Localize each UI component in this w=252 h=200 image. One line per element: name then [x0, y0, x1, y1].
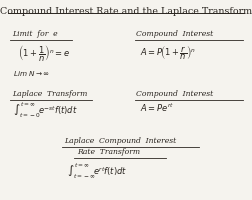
Text: Laplace  Compound  Interest: Laplace Compound Interest — [64, 137, 176, 145]
Text: Compound Interest Rate and the Laplace Transform: Compound Interest Rate and the Laplace T… — [0, 7, 252, 16]
Text: Compound  Interest: Compound Interest — [136, 30, 213, 38]
Text: $\mathit{Lim}\ N \rightarrow \infty$: $\mathit{Lim}\ N \rightarrow \infty$ — [13, 68, 50, 77]
Text: Limit  for  e: Limit for e — [13, 30, 58, 38]
Text: $A = Pe^{rt}$: $A = Pe^{rt}$ — [140, 102, 174, 114]
Text: $\int_{t=-\infty}^{t=\infty}\!e^{rt}f(t)dt$: $\int_{t=-\infty}^{t=\infty}\!e^{rt}f(t)… — [67, 161, 127, 181]
Text: $\int_{t=-0}^{t=\infty}\!e^{-st}f(t)dt$: $\int_{t=-0}^{t=\infty}\!e^{-st}f(t)dt$ — [13, 100, 77, 120]
Text: $A = P\!\left(1 + \dfrac{r}{n}\right)^{n}$: $A = P\!\left(1 + \dfrac{r}{n}\right)^{n… — [140, 44, 196, 62]
Text: Rate  Transform: Rate Transform — [77, 148, 140, 156]
Text: Laplace  Transform: Laplace Transform — [13, 90, 88, 98]
Text: $\left(1 + \dfrac{1}{n}\right)^{n} = e$: $\left(1 + \dfrac{1}{n}\right)^{n} = e$ — [18, 43, 70, 63]
Text: Compound  Interest: Compound Interest — [136, 90, 213, 98]
